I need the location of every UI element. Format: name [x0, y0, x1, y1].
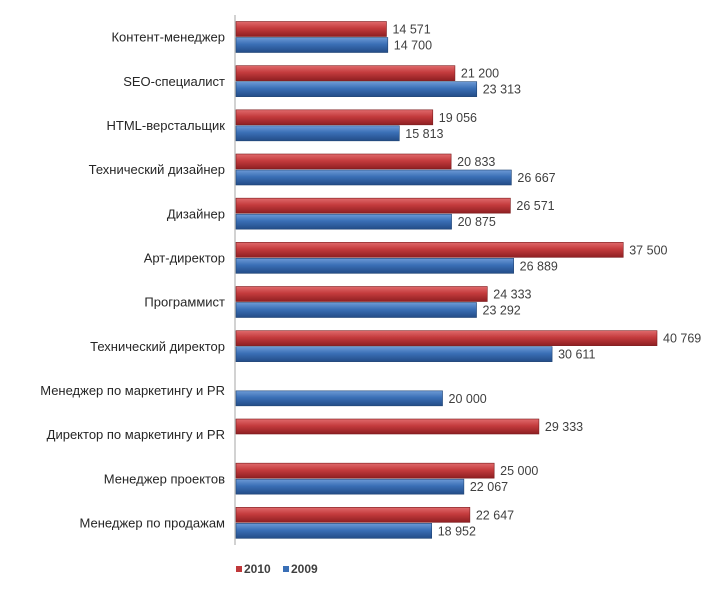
category-label: HTML-верстальщик [107, 118, 226, 133]
category-label: SEO-специалист [123, 74, 225, 89]
category-label: Менеджер по маркетингу и PR [40, 383, 225, 398]
data-label: 25 000 [500, 464, 538, 478]
data-label: 14 571 [392, 23, 430, 37]
bar-2010 [235, 242, 624, 258]
category-label: Программист [144, 295, 225, 310]
data-label: 30 611 [558, 348, 595, 362]
category-label: Директор по маркетингу и PR [47, 427, 225, 442]
bar-2009 [235, 478, 465, 495]
legend-swatch-2010 [236, 566, 242, 572]
bar-2010 [235, 462, 495, 479]
data-label: 20 875 [458, 215, 496, 229]
bar-2009 [235, 169, 512, 186]
data-label: 23 313 [483, 83, 521, 97]
category-label: Менеджер проектов [104, 471, 225, 486]
bar-2009 [235, 213, 452, 230]
bar-2009 [235, 302, 477, 318]
data-label: 22 067 [470, 480, 508, 494]
bar-2010 [235, 109, 434, 126]
bar-2010 [235, 21, 387, 37]
data-label: 40 769 [663, 332, 701, 346]
data-label: 26 889 [520, 259, 558, 273]
data-label: 18 952 [438, 524, 476, 538]
category-label: Менеджер по продажам [80, 515, 226, 530]
category-label: Арт-директор [144, 250, 225, 265]
bar-2010 [235, 153, 452, 170]
data-label: 21 200 [461, 67, 499, 81]
legend-label-2009: 2009 [291, 562, 318, 576]
bar-2009 [235, 390, 443, 407]
category-label: Дизайнер [167, 206, 225, 221]
data-label: 23 292 [483, 304, 521, 318]
category-labels: Контент-менеджер SEO-специалист HTML-верст… [40, 30, 225, 531]
data-label: 15 813 [405, 127, 443, 141]
data-label: 26 667 [517, 171, 555, 185]
category-label: Контент-менеджер [111, 30, 225, 45]
data-label: 20 833 [457, 155, 495, 169]
data-label: 22 647 [476, 508, 514, 522]
data-label: 14 700 [394, 39, 432, 53]
legend: 2010 2009 [236, 562, 318, 576]
bar-2010 [235, 197, 511, 214]
data-label: 29 333 [545, 420, 583, 434]
legend-label-2010: 2010 [244, 562, 271, 576]
bar-2010 [235, 418, 540, 435]
labels-layer: 14 571 14 700 21 200 23 313 19 056 15 813 20 8… [392, 23, 701, 539]
bar-2010 [235, 507, 471, 523]
data-label: 26 571 [516, 199, 554, 213]
data-label: 24 333 [493, 288, 531, 302]
bar-2010 [235, 65, 456, 81]
bar-2010 [235, 330, 658, 346]
bar-2009 [235, 258, 514, 274]
bars-layer [235, 21, 658, 539]
data-label: 37 500 [629, 243, 667, 257]
bar-2010 [235, 286, 488, 302]
bar-2009 [235, 125, 400, 142]
bar-2009 [235, 81, 478, 97]
data-label: 20 000 [449, 392, 487, 406]
data-label: 19 056 [439, 111, 477, 125]
bar-2009 [235, 37, 389, 53]
category-label: Технический директор [90, 339, 225, 354]
bar-2009 [235, 523, 433, 539]
bar-2009 [235, 346, 553, 362]
category-label: Технический дизайнер [89, 162, 225, 177]
legend-swatch-2009 [283, 566, 289, 572]
